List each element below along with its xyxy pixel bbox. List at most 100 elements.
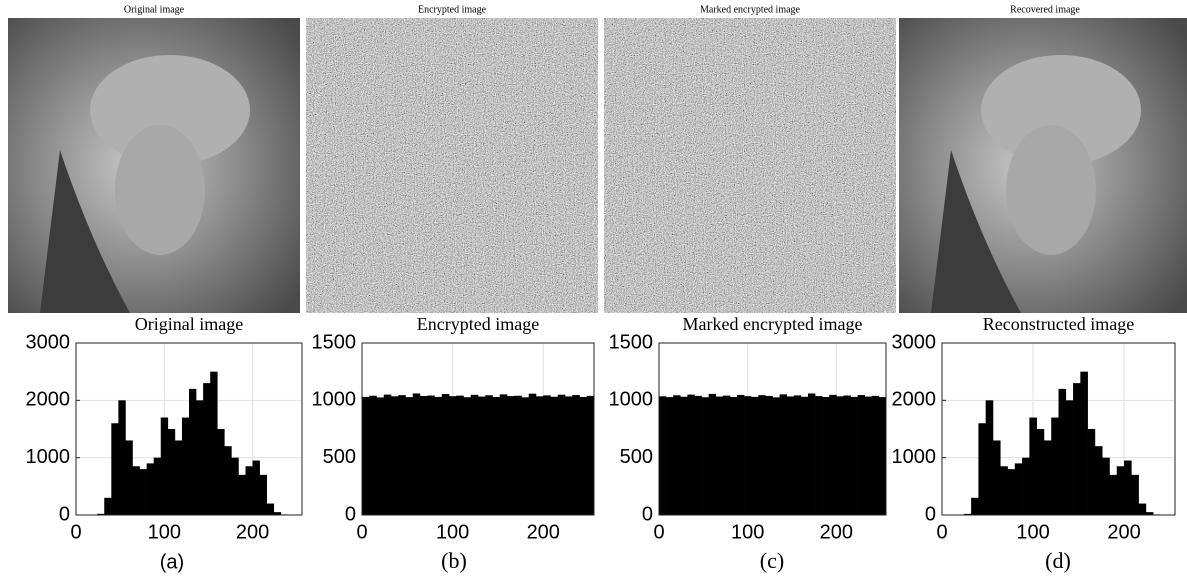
bar [843, 395, 851, 515]
bar [694, 395, 702, 515]
bar [224, 446, 232, 515]
x-tick-label: 100 [1016, 521, 1049, 543]
bar [217, 429, 225, 515]
noise-image [306, 18, 598, 313]
y-tick-label: 2000 [26, 389, 71, 411]
bar [586, 395, 595, 515]
bar [492, 397, 501, 515]
bar [758, 395, 766, 515]
bar [369, 395, 377, 515]
bar [266, 503, 275, 515]
y-tick-label: 3000 [892, 331, 937, 353]
bar [174, 440, 183, 515]
bar [673, 395, 681, 515]
bar [751, 396, 759, 515]
bar [1022, 457, 1030, 515]
bar [196, 400, 204, 515]
x-tick-label: 0 [70, 521, 81, 543]
bar [1029, 417, 1037, 515]
bar [550, 396, 559, 515]
bar [815, 396, 823, 515]
bar [259, 474, 267, 515]
bar [1109, 474, 1118, 515]
bar [1145, 512, 1154, 515]
image-title: Encrypted image [418, 4, 487, 15]
y-tick-label: 1000 [609, 389, 654, 411]
bar [978, 423, 986, 515]
x-tick-label: 0 [653, 521, 664, 543]
caption: (c) [760, 548, 784, 573]
bar [231, 457, 239, 515]
bar [118, 400, 126, 515]
bar [125, 440, 133, 515]
bar [167, 429, 176, 515]
y-tick-label: 0 [642, 503, 653, 525]
x-tick-label: 100 [731, 521, 764, 543]
bar [744, 396, 752, 515]
bar [579, 397, 588, 515]
bar [181, 417, 190, 515]
y-tick-label: 500 [620, 446, 653, 468]
x-tick-label: 0 [936, 521, 947, 543]
bar [543, 395, 551, 515]
bar [203, 383, 211, 515]
bar [449, 396, 457, 515]
bar [1124, 460, 1132, 515]
bar [528, 393, 537, 515]
bar [273, 512, 282, 515]
bar [499, 394, 508, 515]
y-tick-label: 3000 [26, 331, 71, 353]
bar [857, 395, 866, 515]
bar [485, 395, 493, 515]
bar [1087, 429, 1096, 515]
bar [1073, 383, 1081, 515]
y-tick-label: 0 [925, 503, 936, 525]
axes-box [75, 342, 303, 516]
bar [470, 394, 479, 515]
bar [1043, 440, 1052, 515]
bar [992, 440, 1001, 515]
noise-image [604, 18, 896, 313]
x-tick-label: 200 [1107, 521, 1140, 543]
bar [557, 394, 566, 515]
bar [680, 396, 688, 515]
bar [456, 395, 464, 515]
bar [521, 397, 530, 515]
bar [434, 396, 443, 515]
bar [478, 396, 486, 515]
bar [1138, 503, 1147, 515]
bar [1036, 429, 1045, 515]
bar [536, 396, 544, 515]
y-tick-label: 1000 [26, 446, 71, 468]
axes-box [941, 342, 1176, 516]
bar [793, 395, 802, 515]
bar [807, 393, 816, 515]
bar [971, 497, 979, 515]
bar [398, 395, 406, 515]
bar [786, 396, 795, 515]
bar [572, 395, 580, 515]
bar [514, 395, 522, 515]
bar [383, 394, 392, 515]
bar [1058, 388, 1067, 515]
bar [871, 395, 880, 515]
x-tick-label: 200 [820, 521, 853, 543]
image-title: Original image [124, 4, 185, 15]
bar [245, 466, 253, 515]
bar [1080, 371, 1088, 515]
bar [715, 396, 724, 515]
bar [412, 393, 421, 515]
bar [376, 397, 385, 515]
bar [252, 460, 260, 515]
bar [722, 395, 731, 515]
y-tick-label: 0 [345, 503, 356, 525]
x-tick-label: 100 [436, 521, 469, 543]
y-tick-label: 1500 [609, 331, 654, 353]
bar [111, 423, 119, 515]
bar [1131, 474, 1139, 515]
bar [391, 396, 399, 515]
chart-title: Reconstructed image [983, 314, 1134, 334]
bar [210, 371, 218, 515]
bar [1065, 400, 1074, 515]
bar [1116, 466, 1125, 515]
